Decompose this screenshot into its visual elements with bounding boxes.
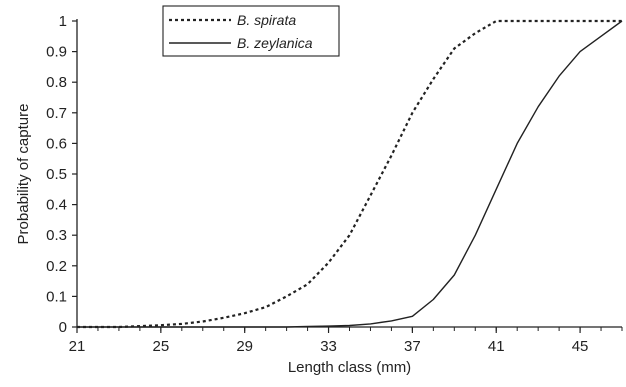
series-line-b-zeylanica (77, 20, 623, 328)
y-tick-label: 1 (59, 13, 67, 30)
y-axis-title: Probability of capture (15, 104, 32, 245)
y-tick-label: 0.2 (46, 258, 67, 275)
y-tick-label: 0.1 (46, 288, 67, 305)
x-tick-label: 25 (153, 338, 170, 355)
x-tick-label: 33 (320, 338, 337, 355)
y-tick-label: 0.6 (46, 135, 67, 152)
y-tick-label: 0.4 (46, 197, 67, 214)
x-axis-title: Length class (mm) (288, 359, 411, 376)
y-tick-label: 0.7 (46, 105, 67, 122)
x-tick-label: 45 (572, 338, 589, 355)
y-tick-label: 0.9 (46, 44, 67, 61)
x-tick-label: 41 (488, 338, 505, 355)
y-tick-label: 0.3 (46, 227, 67, 244)
x-tick-label: 37 (404, 338, 421, 355)
legend-label: B. spirata (237, 12, 296, 28)
y-tick-label: 0.8 (46, 74, 67, 91)
y-tick-label: 0.5 (46, 166, 67, 183)
y-tick-label: 0 (59, 319, 67, 336)
series-line-b-spirata (77, 19, 622, 329)
x-tick-label: 21 (69, 338, 86, 355)
legend-box (162, 5, 340, 57)
legend-label: B. zeylanica (237, 35, 313, 51)
x-tick-label: 29 (236, 338, 253, 355)
